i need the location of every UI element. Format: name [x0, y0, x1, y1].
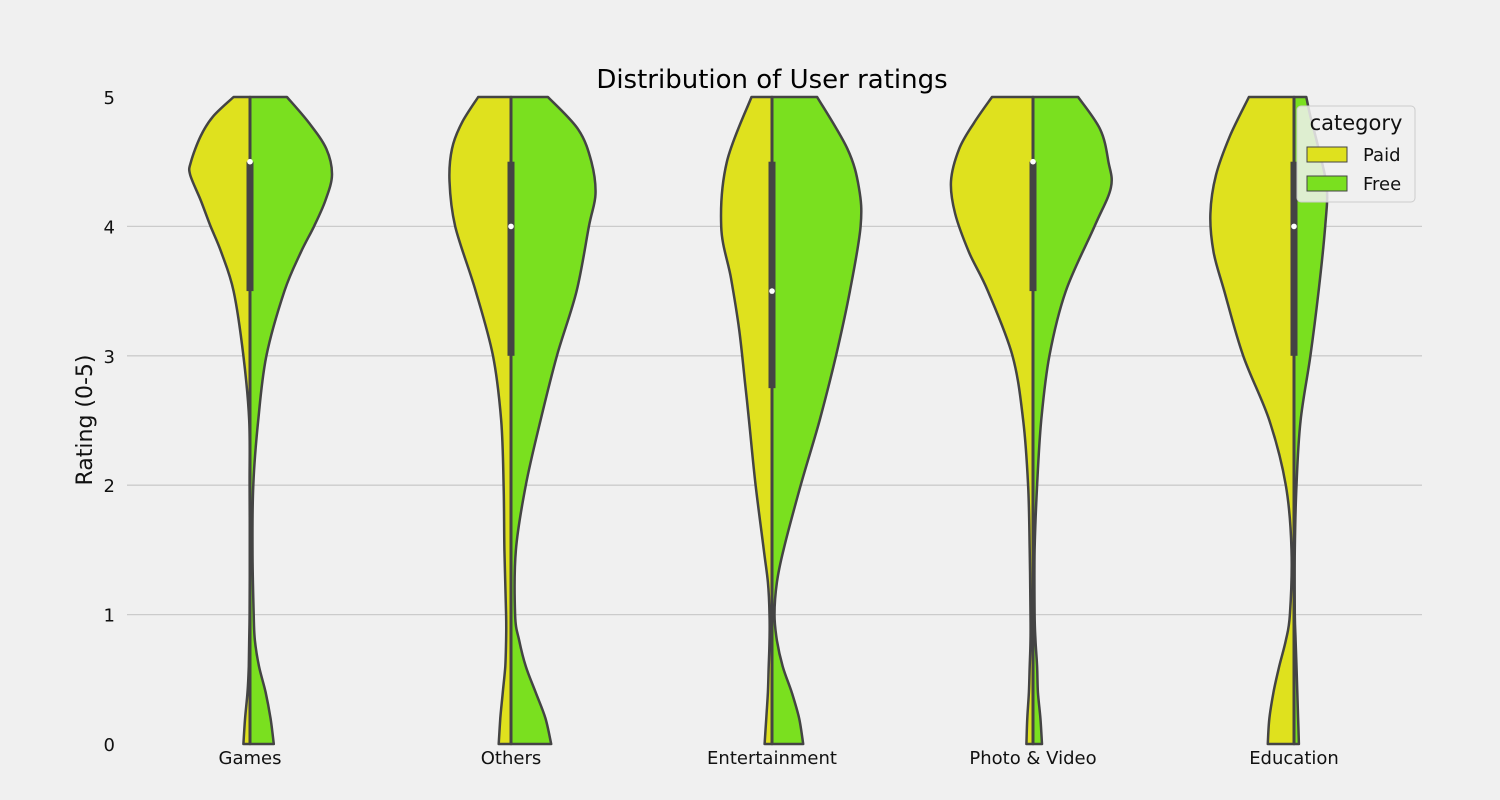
legend: category Paid Free	[1296, 105, 1416, 203]
violin-median-dot	[769, 288, 775, 294]
legend-swatch-paid	[1306, 146, 1348, 163]
x-tick-label: Photo & Video	[969, 748, 1096, 769]
violin-median-dot	[1030, 158, 1036, 165]
legend-title: category	[1310, 111, 1403, 135]
violin-games	[187, 95, 334, 746]
y-tick-label: 0	[104, 735, 115, 756]
legend-label-paid: Paid	[1363, 145, 1401, 166]
violin-entertainment	[719, 95, 863, 746]
violin-half-paid	[719, 95, 774, 746]
x-tick-label: Others	[481, 748, 542, 769]
violin-iqr-box	[1290, 161, 1298, 356]
violin-half-paid	[949, 95, 1035, 746]
violins	[187, 95, 1329, 746]
violin-iqr-box	[768, 161, 776, 389]
legend-label-free: Free	[1363, 174, 1401, 195]
violin-median-dot	[508, 223, 514, 230]
violin-median-dot	[1291, 223, 1297, 230]
legend-swatch-free	[1306, 175, 1348, 192]
x-tick-label: Education	[1249, 748, 1339, 769]
y-tick-label: 2	[104, 476, 115, 497]
violin-half-free	[509, 95, 597, 746]
violin-iqr-box	[246, 161, 254, 292]
violin-median-dot	[247, 158, 253, 165]
violin-half-free	[770, 95, 863, 746]
violin-photo-video	[949, 95, 1113, 746]
violin-others	[448, 95, 597, 746]
y-tick-label: 3	[104, 347, 115, 368]
y-axis-label: Rating (0-5)	[73, 354, 98, 485]
violin-half-paid	[448, 95, 513, 746]
y-tick-label: 4	[104, 217, 115, 238]
axis-ticks: 0 1 2 3 4 5 Games Others Entertainment Photo & Vi…	[104, 88, 1339, 769]
y-tick-label: 5	[104, 88, 115, 109]
x-tick-label: Games	[219, 748, 282, 769]
violin-half-free	[248, 95, 334, 746]
violin-education	[1209, 95, 1329, 746]
violin-iqr-box	[507, 161, 515, 356]
violin-half-free	[1031, 95, 1113, 746]
violin-iqr-box	[1029, 161, 1037, 292]
chart-title: Distribution of User ratings	[596, 65, 947, 95]
x-tick-label: Entertainment	[707, 748, 837, 769]
y-tick-label: 1	[104, 606, 115, 627]
violin-half-paid	[1209, 95, 1296, 746]
